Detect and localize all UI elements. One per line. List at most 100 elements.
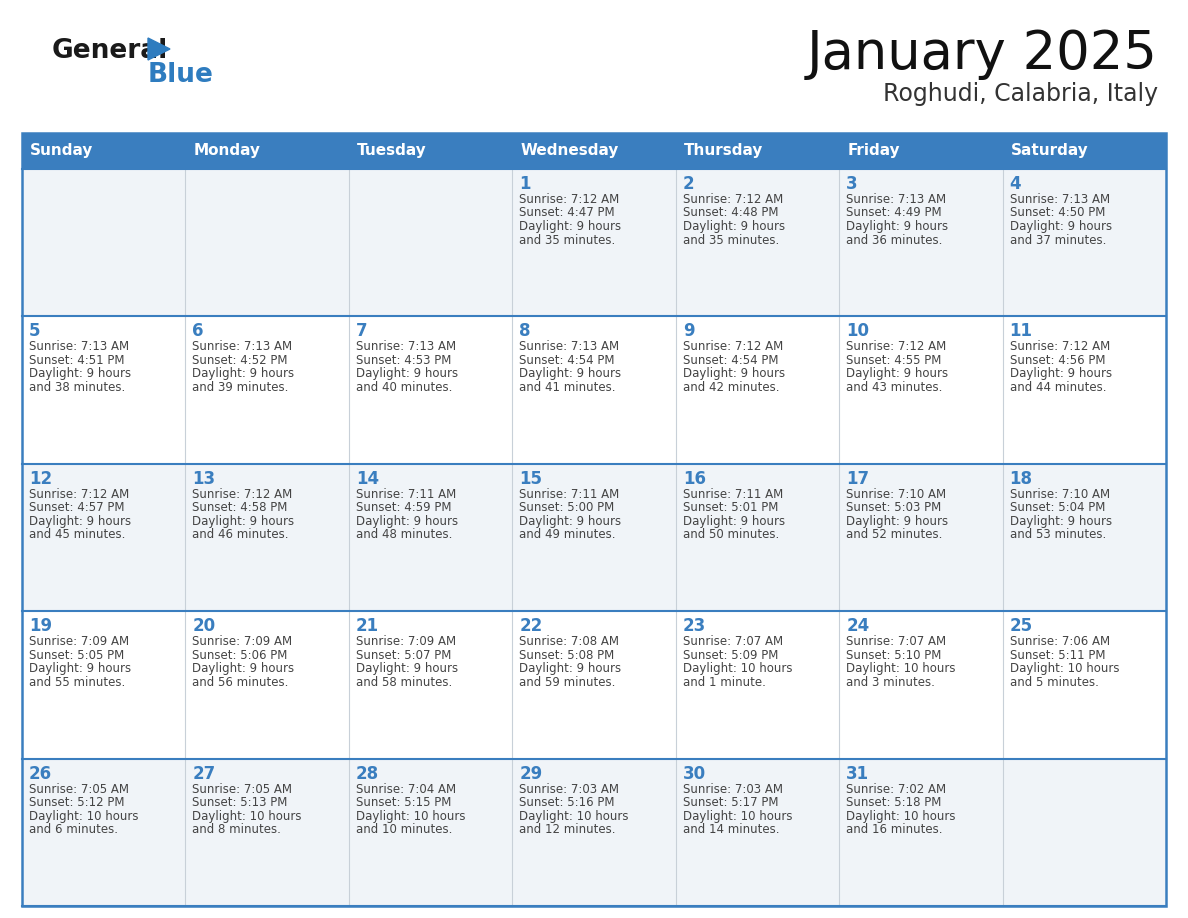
Text: 20: 20 — [192, 617, 215, 635]
Text: Sunset: 4:52 PM: Sunset: 4:52 PM — [192, 354, 287, 367]
Text: 13: 13 — [192, 470, 215, 487]
Text: Daylight: 10 hours: Daylight: 10 hours — [29, 810, 139, 823]
Text: and 59 minutes.: and 59 minutes. — [519, 676, 615, 688]
Text: Sunrise: 7:11 AM: Sunrise: 7:11 AM — [519, 487, 619, 501]
Text: and 3 minutes.: and 3 minutes. — [846, 676, 935, 688]
Text: and 10 minutes.: and 10 minutes. — [356, 823, 453, 836]
Text: and 6 minutes.: and 6 minutes. — [29, 823, 118, 836]
Text: Roghudi, Calabria, Italy: Roghudi, Calabria, Italy — [883, 82, 1158, 106]
Text: Daylight: 9 hours: Daylight: 9 hours — [356, 515, 459, 528]
Text: Sunrise: 7:08 AM: Sunrise: 7:08 AM — [519, 635, 619, 648]
Text: Sunset: 5:08 PM: Sunset: 5:08 PM — [519, 649, 614, 662]
Text: 17: 17 — [846, 470, 870, 487]
Text: and 16 minutes.: and 16 minutes. — [846, 823, 942, 836]
Text: Daylight: 9 hours: Daylight: 9 hours — [356, 367, 459, 380]
Text: Sunset: 4:50 PM: Sunset: 4:50 PM — [1010, 207, 1105, 219]
Text: and 53 minutes.: and 53 minutes. — [1010, 528, 1106, 542]
Text: Daylight: 10 hours: Daylight: 10 hours — [356, 810, 466, 823]
Text: Sunrise: 7:13 AM: Sunrise: 7:13 AM — [519, 341, 619, 353]
Text: Sunrise: 7:13 AM: Sunrise: 7:13 AM — [1010, 193, 1110, 206]
Text: Sunset: 5:15 PM: Sunset: 5:15 PM — [356, 796, 451, 809]
Bar — [23, 611, 1165, 758]
Text: Sunset: 4:49 PM: Sunset: 4:49 PM — [846, 207, 942, 219]
Text: January 2025: January 2025 — [807, 28, 1158, 80]
Text: 14: 14 — [356, 470, 379, 487]
Text: Tuesday: Tuesday — [356, 143, 426, 159]
Bar — [23, 169, 1165, 317]
Text: Sunrise: 7:13 AM: Sunrise: 7:13 AM — [29, 341, 129, 353]
Text: and 35 minutes.: and 35 minutes. — [683, 233, 779, 247]
Text: Sunset: 5:13 PM: Sunset: 5:13 PM — [192, 796, 287, 809]
Text: Sunset: 4:56 PM: Sunset: 4:56 PM — [1010, 354, 1105, 367]
Text: 10: 10 — [846, 322, 870, 341]
Text: Daylight: 10 hours: Daylight: 10 hours — [683, 662, 792, 676]
Text: 30: 30 — [683, 765, 706, 783]
Bar — [23, 133, 1165, 906]
Text: and 36 minutes.: and 36 minutes. — [846, 233, 942, 247]
Text: Sunrise: 7:13 AM: Sunrise: 7:13 AM — [192, 341, 292, 353]
Text: 16: 16 — [683, 470, 706, 487]
Text: Daylight: 10 hours: Daylight: 10 hours — [683, 810, 792, 823]
Text: 5: 5 — [29, 322, 40, 341]
Text: and 39 minutes.: and 39 minutes. — [192, 381, 289, 394]
Text: Wednesday: Wednesday — [520, 143, 619, 159]
Text: 12: 12 — [29, 470, 52, 487]
Text: 23: 23 — [683, 617, 706, 635]
Text: 4: 4 — [1010, 175, 1022, 193]
Text: Daylight: 9 hours: Daylight: 9 hours — [683, 220, 785, 233]
Text: Sunset: 5:01 PM: Sunset: 5:01 PM — [683, 501, 778, 514]
Text: Sunset: 5:16 PM: Sunset: 5:16 PM — [519, 796, 614, 809]
Text: and 5 minutes.: and 5 minutes. — [1010, 676, 1099, 688]
Polygon shape — [148, 38, 170, 60]
Text: Sunset: 5:11 PM: Sunset: 5:11 PM — [1010, 649, 1105, 662]
Text: Sunrise: 7:03 AM: Sunrise: 7:03 AM — [519, 783, 619, 796]
Text: Daylight: 9 hours: Daylight: 9 hours — [846, 367, 948, 380]
Text: Sunset: 5:07 PM: Sunset: 5:07 PM — [356, 649, 451, 662]
Text: Sunset: 5:06 PM: Sunset: 5:06 PM — [192, 649, 287, 662]
Text: 22: 22 — [519, 617, 543, 635]
Text: 9: 9 — [683, 322, 694, 341]
Text: Sunset: 4:54 PM: Sunset: 4:54 PM — [519, 354, 614, 367]
Text: Monday: Monday — [194, 143, 260, 159]
Text: 26: 26 — [29, 765, 52, 783]
Text: 1: 1 — [519, 175, 531, 193]
Text: General: General — [52, 38, 169, 64]
Text: Sunrise: 7:06 AM: Sunrise: 7:06 AM — [1010, 635, 1110, 648]
Text: Daylight: 10 hours: Daylight: 10 hours — [192, 810, 302, 823]
Text: Sunset: 4:58 PM: Sunset: 4:58 PM — [192, 501, 287, 514]
Text: Daylight: 9 hours: Daylight: 9 hours — [1010, 515, 1112, 528]
Bar — [23, 758, 1165, 906]
Text: and 1 minute.: and 1 minute. — [683, 676, 765, 688]
Text: Daylight: 9 hours: Daylight: 9 hours — [1010, 367, 1112, 380]
Bar — [23, 317, 1165, 464]
Text: Daylight: 10 hours: Daylight: 10 hours — [846, 810, 955, 823]
Text: 25: 25 — [1010, 617, 1032, 635]
Text: and 40 minutes.: and 40 minutes. — [356, 381, 453, 394]
Text: Daylight: 9 hours: Daylight: 9 hours — [29, 515, 131, 528]
Text: Sunrise: 7:13 AM: Sunrise: 7:13 AM — [846, 193, 947, 206]
Text: Daylight: 9 hours: Daylight: 9 hours — [29, 367, 131, 380]
Text: Sunrise: 7:02 AM: Sunrise: 7:02 AM — [846, 783, 947, 796]
Text: and 12 minutes.: and 12 minutes. — [519, 823, 615, 836]
Text: Daylight: 9 hours: Daylight: 9 hours — [846, 515, 948, 528]
Text: 2: 2 — [683, 175, 694, 193]
Text: Sunrise: 7:12 AM: Sunrise: 7:12 AM — [29, 487, 129, 501]
Text: Sunset: 5:00 PM: Sunset: 5:00 PM — [519, 501, 614, 514]
Text: Sunset: 5:04 PM: Sunset: 5:04 PM — [1010, 501, 1105, 514]
Text: 24: 24 — [846, 617, 870, 635]
Text: Daylight: 9 hours: Daylight: 9 hours — [519, 515, 621, 528]
Text: Sunrise: 7:09 AM: Sunrise: 7:09 AM — [29, 635, 129, 648]
Text: and 50 minutes.: and 50 minutes. — [683, 528, 779, 542]
Text: Sunrise: 7:09 AM: Sunrise: 7:09 AM — [356, 635, 456, 648]
Text: Sunset: 5:10 PM: Sunset: 5:10 PM — [846, 649, 942, 662]
Text: and 8 minutes.: and 8 minutes. — [192, 823, 282, 836]
Text: Sunrise: 7:07 AM: Sunrise: 7:07 AM — [683, 635, 783, 648]
Text: Sunrise: 7:12 AM: Sunrise: 7:12 AM — [683, 341, 783, 353]
Text: Daylight: 10 hours: Daylight: 10 hours — [1010, 662, 1119, 676]
Text: Daylight: 9 hours: Daylight: 9 hours — [29, 662, 131, 676]
Text: and 48 minutes.: and 48 minutes. — [356, 528, 453, 542]
Text: and 43 minutes.: and 43 minutes. — [846, 381, 942, 394]
Text: Sunrise: 7:07 AM: Sunrise: 7:07 AM — [846, 635, 947, 648]
Text: and 44 minutes.: and 44 minutes. — [1010, 381, 1106, 394]
Text: 15: 15 — [519, 470, 542, 487]
